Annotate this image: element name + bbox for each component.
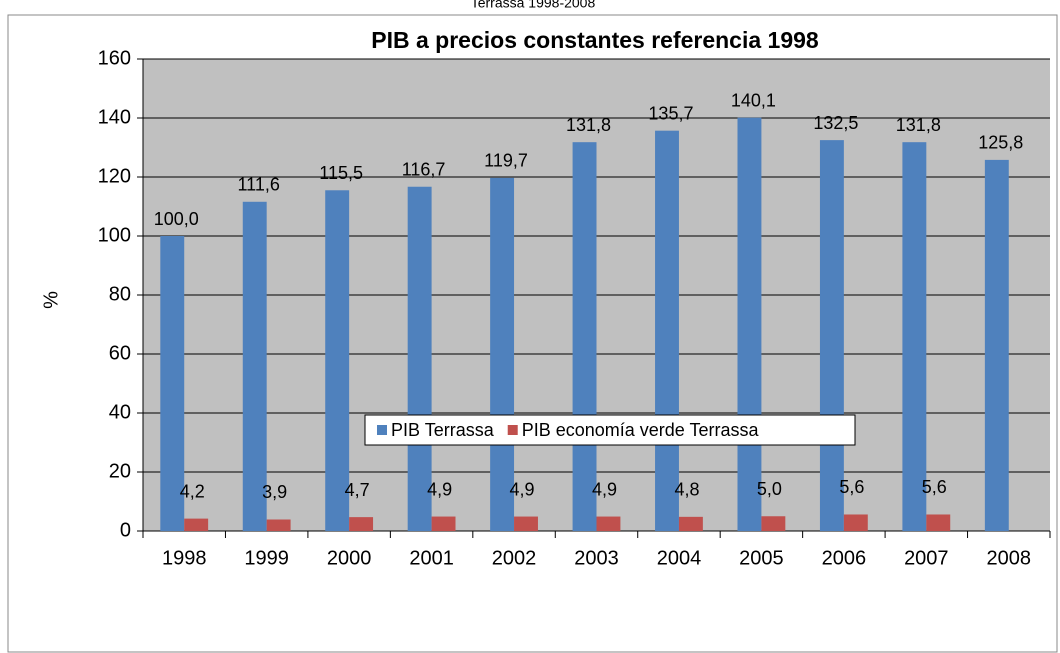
bar xyxy=(678,516,703,531)
data-label: 140,1 xyxy=(731,90,776,110)
data-label: 119,7 xyxy=(484,151,528,171)
bar xyxy=(984,159,1009,531)
data-label: 5,6 xyxy=(922,477,947,497)
y-tick-label: 20 xyxy=(109,460,131,482)
data-label: 4,7 xyxy=(345,480,370,500)
y-axis-label: % xyxy=(40,291,62,309)
chart-title: PIB a precios constantes referencia 1998 xyxy=(371,27,819,53)
bar xyxy=(160,236,185,531)
data-label: 132,5 xyxy=(813,113,858,133)
y-tick-label: 80 xyxy=(109,283,131,305)
data-label: 3,9 xyxy=(262,482,287,502)
bar xyxy=(926,514,951,531)
legend-label: PIB economía verde Terrassa xyxy=(522,420,760,440)
y-tick-label: 100 xyxy=(98,224,131,246)
legend-swatch xyxy=(377,425,387,435)
chart-subtitle: Terrassa 1998-2008 xyxy=(471,0,596,11)
legend-box xyxy=(364,414,856,446)
x-tick-label: 2001 xyxy=(409,547,454,569)
x-tick-label: 2004 xyxy=(657,547,702,569)
bar xyxy=(490,177,515,531)
x-tick-label: 2007 xyxy=(904,547,949,569)
data-label: 4,9 xyxy=(510,479,535,499)
bar xyxy=(843,514,868,531)
bar xyxy=(737,117,762,531)
bar xyxy=(572,142,597,531)
data-label: 131,8 xyxy=(566,115,611,135)
bar xyxy=(266,519,291,531)
bar xyxy=(819,140,844,531)
data-label: 4,8 xyxy=(674,480,699,500)
bar xyxy=(431,516,456,531)
data-label: 100,0 xyxy=(154,209,199,229)
bar xyxy=(242,201,267,531)
data-label: 4,9 xyxy=(592,479,617,499)
x-tick-label: 2006 xyxy=(822,547,867,569)
data-label: 5,0 xyxy=(757,479,782,499)
x-tick-label: 2005 xyxy=(739,547,784,569)
bar xyxy=(514,516,538,531)
x-tick-label: 2002 xyxy=(492,547,537,569)
x-tick-label: 1999 xyxy=(244,547,289,569)
x-tick-label: 2008 xyxy=(987,547,1032,569)
bar xyxy=(184,518,209,531)
x-tick-label: 2000 xyxy=(327,547,372,569)
y-tick-label: 60 xyxy=(109,342,131,364)
y-tick-label: 160 xyxy=(98,47,131,69)
data-label: 5,6 xyxy=(839,477,864,497)
data-label: 115,5 xyxy=(319,163,363,183)
data-label: 135,7 xyxy=(648,103,693,123)
data-label: 116,7 xyxy=(402,159,446,179)
data-label: 4,2 xyxy=(180,481,205,501)
bar xyxy=(349,517,374,531)
bar xyxy=(596,516,621,531)
bar xyxy=(902,142,927,531)
data-label: 111,6 xyxy=(237,175,279,195)
x-tick-label: 1998 xyxy=(162,547,207,569)
legend-swatch xyxy=(507,425,518,435)
x-tick-label: 2003 xyxy=(574,547,619,569)
bar xyxy=(325,190,350,531)
data-label: 4,9 xyxy=(427,479,452,499)
data-label: 131,8 xyxy=(896,115,941,135)
bar xyxy=(761,516,786,531)
data-label: 125,8 xyxy=(978,133,1023,153)
y-tick-label: 120 xyxy=(98,165,131,187)
y-tick-label: 40 xyxy=(109,401,131,423)
y-tick-label: 0 xyxy=(120,519,131,541)
bar xyxy=(655,130,679,531)
y-tick-label: 140 xyxy=(98,106,131,128)
legend-label: PIB Terrassa xyxy=(391,420,495,440)
